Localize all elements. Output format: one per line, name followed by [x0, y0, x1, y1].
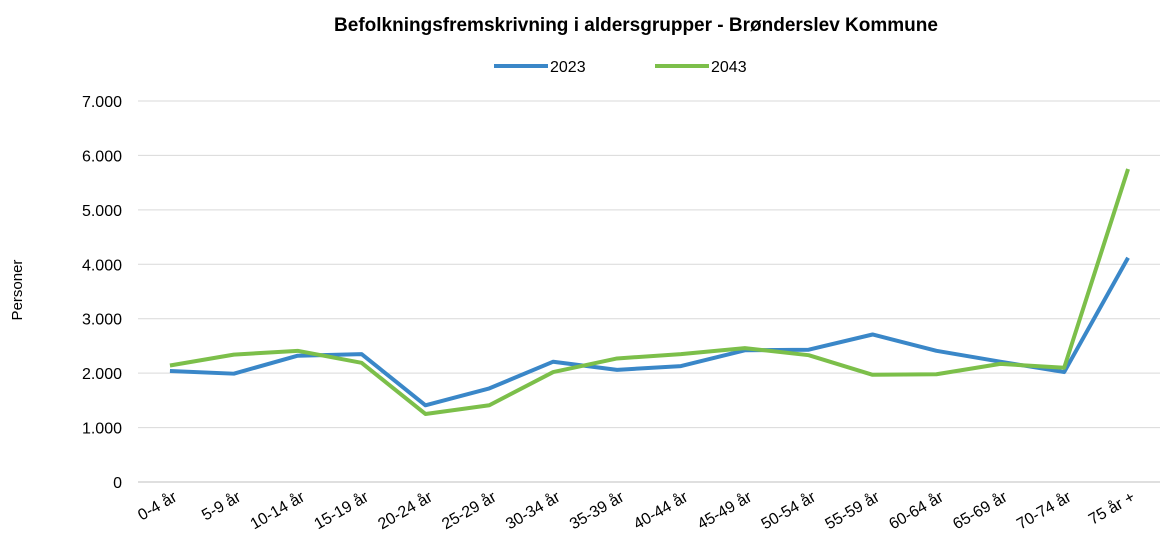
legend-label: 2023: [550, 59, 586, 76]
x-tick-label: 0-4 år: [135, 488, 181, 525]
x-tick-label: 15-19 år: [311, 488, 372, 534]
x-tick-label: 75 år +: [1086, 488, 1139, 529]
line-series: [169, 168, 1130, 416]
x-tick-label: 50-54 år: [758, 488, 819, 534]
y-tick-label: 5.000: [82, 203, 122, 220]
y-tick-label: 2.000: [82, 366, 122, 383]
x-tick-label: 30-34 år: [503, 488, 564, 534]
y-tick-label: 3.000: [82, 312, 122, 329]
x-tick-label: 60-64 år: [886, 488, 947, 534]
x-tick-label: 65-69 år: [950, 488, 1011, 534]
x-tick-label: 20-24 år: [375, 488, 436, 534]
y-tick-label: 1.000: [82, 421, 122, 438]
x-tick-label: 25-29 år: [439, 488, 500, 534]
x-tick-label: 55-59 år: [822, 488, 883, 534]
x-tick-label: 45-49 år: [694, 488, 755, 534]
y-tick-label: 6.000: [82, 148, 122, 165]
y-axis-label: Personer: [9, 260, 26, 321]
x-tick-label: 10-14 år: [247, 488, 308, 534]
x-tick-label: 40-44 år: [630, 488, 691, 534]
legend-label: 2043: [711, 59, 747, 76]
x-tick-label: 70-74 år: [1014, 488, 1075, 534]
y-tick-label: 4.000: [82, 257, 122, 274]
x-tick-label: 35-39 år: [566, 488, 627, 534]
chart-title: Befolkningsfremskrivning i aldersgrupper…: [334, 15, 938, 36]
x-tick-label: 5-9 år: [199, 488, 245, 525]
line-series: [169, 256, 1130, 408]
y-tick-label: 7.000: [82, 94, 122, 111]
y-tick-label: 0: [113, 475, 122, 492]
